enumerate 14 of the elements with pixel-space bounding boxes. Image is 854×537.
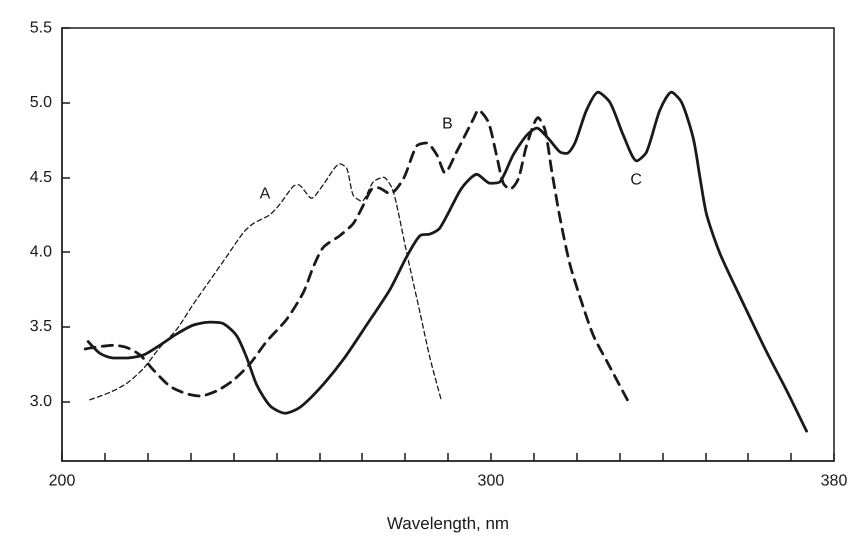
series-label: B [442,116,453,133]
x-tick-label: 200 [48,472,76,490]
series-label: C [630,172,642,189]
y-tick-label: 5.0 [30,94,52,112]
x-axis-title: Wavelength, nm [386,514,510,533]
y-tick-label: 4.5 [30,168,52,186]
line-series [86,90,808,433]
y-tick-label: 3.5 [30,318,52,336]
y-tick-label: 4.0 [30,243,52,260]
y-tick-label: 5.5 [30,20,52,36]
x-tick-label: 380 [820,472,848,490]
x-tick-label: 300 [478,472,504,490]
series-label: A [260,185,271,202]
y-tick-label: 3.0 [30,392,52,410]
